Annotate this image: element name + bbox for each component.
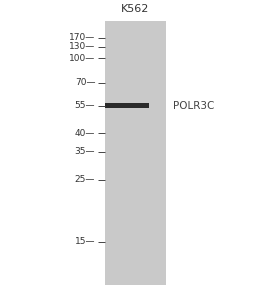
Text: 70—: 70— (75, 78, 95, 87)
Bar (105, 103, 149, 108)
Text: 25—: 25— (75, 176, 95, 184)
Text: 100—: 100— (69, 54, 95, 63)
Text: 55—: 55— (75, 101, 95, 110)
Bar (105, 21, 166, 285)
Text: K562: K562 (121, 4, 149, 14)
Text: 170—: 170— (69, 33, 95, 42)
Text: 15—: 15— (75, 237, 95, 246)
Text: 130—: 130— (69, 42, 95, 51)
Text: 40—: 40— (75, 129, 95, 138)
Text: 35—: 35— (75, 147, 95, 156)
Text: POLR3C: POLR3C (172, 100, 214, 111)
